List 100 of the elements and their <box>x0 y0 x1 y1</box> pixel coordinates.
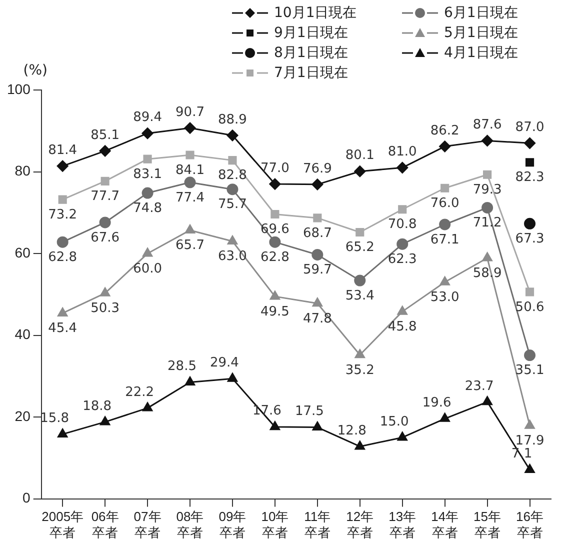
point <box>56 160 68 172</box>
point <box>58 307 68 316</box>
data-label: 35.1 <box>515 363 544 378</box>
data-label: 81.0 <box>388 144 417 160</box>
point <box>58 195 67 204</box>
legend-label: 4月1日現在 <box>444 44 518 62</box>
data-label: 53.0 <box>430 290 460 306</box>
point <box>524 350 536 362</box>
point <box>397 432 408 441</box>
data-label: 28.5 <box>168 359 196 374</box>
point <box>483 170 492 179</box>
data-label: 62.3 <box>388 252 417 267</box>
x-tick-label: 13年卒者 <box>388 509 416 540</box>
y-tick-label: 80 <box>14 162 31 179</box>
data-label: 18.8 <box>82 398 112 414</box>
point <box>312 248 324 260</box>
point <box>269 236 281 248</box>
legend-label: 6月1日現在 <box>444 4 518 22</box>
data-label: 15.8 <box>40 411 70 426</box>
data-label: 49.5 <box>260 304 290 320</box>
data-label: 82.3 <box>515 170 544 186</box>
data-label: 45.8 <box>388 319 417 334</box>
point <box>227 236 238 245</box>
data-label: 59.7 <box>302 262 332 278</box>
point <box>524 137 536 149</box>
data-label: 77.0 <box>260 160 290 176</box>
point <box>143 154 152 164</box>
point <box>525 288 534 296</box>
x-tick-label: 06年卒者 <box>91 509 119 540</box>
y-axis-title: (%) <box>23 62 48 79</box>
point <box>397 306 408 315</box>
x-tick-label: 2005年卒者 <box>42 509 84 540</box>
legend-label: 9月1日現在 <box>274 24 348 42</box>
point <box>99 216 111 228</box>
data-label: 45.4 <box>48 321 78 336</box>
x-tick-label: 12年卒者 <box>346 509 374 540</box>
point <box>312 298 322 307</box>
legend-label: 10月1日現在 <box>274 4 357 22</box>
data-label: 73.2 <box>48 207 78 222</box>
y-tick-label: 100 <box>7 80 31 97</box>
data-label: 23.7 <box>464 378 494 394</box>
data-label: 53.4 <box>345 288 374 304</box>
point <box>440 276 450 286</box>
data-label: 22.2 <box>125 384 154 400</box>
point <box>270 421 280 430</box>
y-tick-label: 20 <box>14 408 31 424</box>
data-label: 81.4 <box>48 142 78 158</box>
data-label: 60.0 <box>133 261 162 276</box>
data-label: 76.0 <box>430 196 460 211</box>
point <box>226 130 238 142</box>
point <box>354 274 366 286</box>
point <box>142 402 153 412</box>
data-label: 50.6 <box>515 300 544 315</box>
data-label: 62.8 <box>260 250 290 265</box>
y-tick-label: 40 <box>14 326 31 342</box>
point <box>356 228 364 237</box>
x-tick-label: 15年卒者 <box>474 509 502 540</box>
data-label: 47.8 <box>302 311 332 326</box>
data-label: 85.1 <box>90 128 120 143</box>
data-label: 68.7 <box>302 226 332 241</box>
point <box>186 150 194 160</box>
point <box>270 290 280 300</box>
data-label: 17.5 <box>294 404 324 420</box>
data-label: 12.8 <box>337 423 366 438</box>
data-label: 87.6 <box>472 118 502 133</box>
data-label: 63.0 <box>218 249 247 264</box>
data-label: 87.0 <box>515 120 544 136</box>
point <box>184 122 196 134</box>
point <box>482 202 494 214</box>
data-label: 17.9 <box>515 434 544 448</box>
point <box>482 252 492 262</box>
y-tick-label: 0 <box>22 490 31 506</box>
data-label: 77.4 <box>176 190 204 206</box>
legend-label: 7月1日現在 <box>274 64 348 82</box>
data-label: 65.7 <box>176 238 204 254</box>
point <box>99 145 111 157</box>
data-label: 86.2 <box>430 123 460 138</box>
point <box>100 416 110 426</box>
point <box>439 218 451 230</box>
point <box>56 236 68 248</box>
point <box>226 184 238 196</box>
data-label: 35.2 <box>345 362 374 378</box>
point <box>228 156 237 165</box>
data-label: 62.8 <box>48 250 78 265</box>
point <box>440 184 450 192</box>
x-tick-label: 07年卒者 <box>134 509 162 540</box>
point <box>354 440 365 450</box>
data-label: 84.1 <box>176 162 204 178</box>
point <box>142 187 154 199</box>
data-label: 77.7 <box>90 189 120 204</box>
x-tick-label: 08年卒者 <box>176 509 204 540</box>
point <box>313 214 322 222</box>
point <box>354 349 365 358</box>
point <box>312 422 322 431</box>
data-label: 70.8 <box>388 217 417 232</box>
point <box>142 248 153 257</box>
data-label: 67.3 <box>515 232 544 247</box>
data-label: 80.1 <box>345 148 374 164</box>
x-tick-label: 09年卒者 <box>218 509 246 540</box>
point <box>100 176 110 186</box>
